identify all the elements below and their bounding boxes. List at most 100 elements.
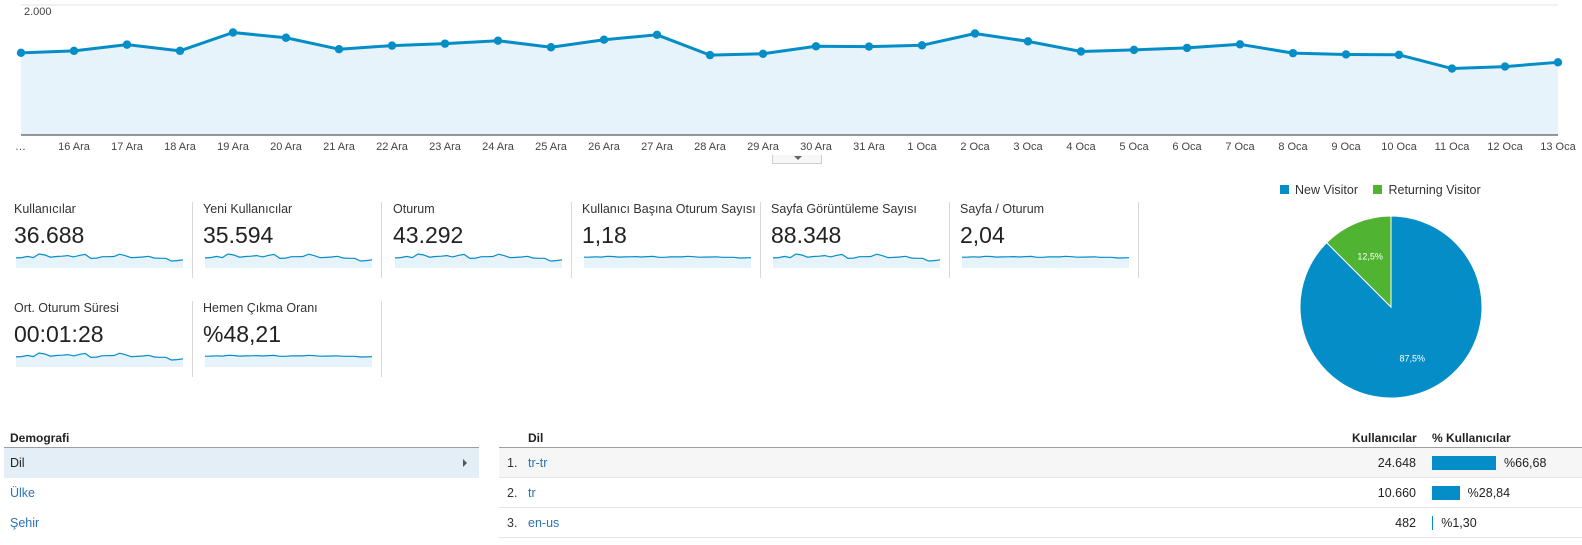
data-point[interactable]	[970, 29, 980, 38]
legend-swatch	[1373, 185, 1383, 194]
metric-tile[interactable]: Oturum 43.292	[393, 202, 572, 278]
metric-tile[interactable]: Kullanıcılar 36.688	[14, 202, 193, 278]
x-tick-label: 13 Oca	[1540, 141, 1576, 153]
data-point[interactable]	[1076, 47, 1086, 56]
sparkline-line	[16, 352, 184, 361]
metric-sparkline	[962, 255, 1130, 268]
metric-value: 36.688	[14, 222, 85, 248]
x-tick-label: 29 Ara	[747, 141, 780, 153]
demographics-item-country[interactable]: Ülke	[4, 478, 479, 508]
metric-sparkline	[16, 253, 184, 268]
row-rank: 3.	[507, 516, 518, 530]
legend-label: Returning Visitor	[1388, 183, 1481, 197]
data-point[interactable]	[175, 46, 185, 56]
data-point[interactable]	[228, 28, 238, 37]
legend-item-returning-visitor[interactable]: Returning Visitor	[1373, 183, 1481, 197]
x-tick-label: 11 Oca	[1435, 141, 1471, 153]
data-point[interactable]	[758, 49, 768, 58]
percent-bar	[1432, 516, 1434, 530]
language-link[interactable]: tr	[528, 486, 536, 500]
chevron-down-icon	[794, 156, 802, 160]
data-point[interactable]	[546, 43, 556, 52]
x-tick-label: 26 Ara	[588, 141, 621, 153]
demographics-item-language[interactable]: Dil	[4, 448, 479, 478]
chart-collapse-handle[interactable]	[772, 155, 822, 164]
column-header-users[interactable]: Kullanıcılar	[1352, 431, 1417, 445]
data-point[interactable]	[334, 45, 344, 54]
x-tick-label: 22 Ara	[376, 141, 409, 153]
x-tick-label: 4 Oca	[1066, 141, 1096, 153]
sparkline-line	[773, 253, 941, 262]
row-users-value: 482	[1395, 516, 1416, 530]
legend-item-new-visitor[interactable]: New Visitor	[1280, 183, 1358, 197]
metric-label: Oturum	[393, 202, 435, 216]
metric-sparkline	[16, 352, 184, 367]
x-tick-label: 25 Ara	[535, 141, 568, 153]
table-row: 2. tr 10.660 %28,84	[499, 478, 1582, 508]
metric-value: 88.348	[771, 222, 842, 248]
data-point[interactable]	[1341, 50, 1351, 59]
data-point[interactable]	[811, 42, 821, 51]
data-point[interactable]	[1447, 64, 1457, 73]
x-tick-label: 1 Oca	[907, 141, 937, 153]
data-point[interactable]	[599, 35, 609, 44]
metric-label: Hemen Çıkma Oranı	[203, 301, 318, 315]
data-point[interactable]	[917, 41, 927, 50]
x-tick-label: 2 Oca	[960, 141, 990, 153]
sparkline-line	[205, 354, 373, 358]
metric-value: 35.594	[203, 222, 274, 248]
pie-slice-label: 12,5%	[1357, 252, 1383, 262]
demographics-item-city[interactable]: Şehir	[4, 508, 479, 538]
data-point[interactable]	[1182, 43, 1192, 53]
metric-tile[interactable]: Sayfa Görüntüleme Sayısı 88.348	[771, 202, 950, 278]
metric-tile[interactable]: Kullanıcı Başına Oturum Sayısı 1,18	[582, 202, 761, 278]
x-tick-label: 5 Oca	[1119, 141, 1149, 153]
sparkline-area	[962, 256, 1129, 268]
x-tick-label: 27 Ara	[641, 141, 674, 153]
x-tick-label: 21 Ara	[323, 141, 356, 153]
data-point[interactable]	[1129, 45, 1139, 55]
data-point[interactable]	[705, 50, 715, 60]
data-point[interactable]	[864, 42, 874, 51]
chevron-right-icon	[463, 459, 467, 467]
x-tick-label: 10 Oca	[1381, 141, 1417, 153]
data-point[interactable]	[1394, 50, 1404, 59]
data-point[interactable]	[387, 41, 397, 50]
data-point[interactable]	[493, 36, 503, 45]
pie-slice[interactable]	[1325, 215, 1392, 309]
data-point[interactable]	[440, 39, 450, 48]
data-point[interactable]	[1023, 37, 1033, 46]
data-point[interactable]	[16, 48, 26, 58]
data-point[interactable]	[652, 30, 662, 40]
metric-tile[interactable]: Yeni Kullanıcılar 35.594	[203, 202, 382, 278]
metric-sparkline	[773, 253, 941, 268]
x-tick-label: 3 Oca	[1013, 141, 1043, 153]
data-point[interactable]	[1553, 58, 1563, 67]
metric-tile[interactable]: Hemen Çıkma Oranı %48,21	[203, 301, 382, 377]
data-point[interactable]	[122, 40, 132, 49]
data-point[interactable]	[1235, 40, 1245, 49]
sparkline-line	[205, 253, 373, 262]
demographics-item-label: Şehir	[10, 516, 40, 530]
x-tick-label: 12 Oca	[1487, 141, 1523, 153]
language-link[interactable]: tr-tr	[528, 456, 548, 470]
series-area	[21, 32, 1558, 136]
language-link[interactable]: en-us	[528, 516, 560, 530]
table-row: 3. en-us 482 %1,30	[499, 508, 1582, 538]
x-tick-label: 28 Ara	[694, 141, 727, 153]
row-rank: 2.	[507, 486, 518, 500]
x-tick-label: 18 Ara	[164, 141, 197, 153]
row-users-value: 24.648	[1377, 456, 1416, 470]
x-tick-label: 7 Oca	[1225, 141, 1255, 153]
metric-value: 43.292	[393, 222, 464, 248]
metric-tile[interactable]: Sayfa / Oturum 2,04	[960, 202, 1139, 278]
column-header-users-pct[interactable]: % Kullanıcılar	[1432, 431, 1511, 445]
metric-label: Sayfa Görüntüleme Sayısı	[771, 202, 917, 216]
metric-tile[interactable]: Ort. Oturum Süresi 00:01:28	[14, 301, 193, 377]
pie-slice-label: 87,5%	[1399, 353, 1425, 363]
data-point[interactable]	[1288, 48, 1298, 58]
data-point[interactable]	[1500, 62, 1510, 71]
data-point[interactable]	[281, 33, 291, 42]
x-tick-label: 31 Ara	[853, 141, 886, 153]
data-point[interactable]	[69, 46, 79, 56]
